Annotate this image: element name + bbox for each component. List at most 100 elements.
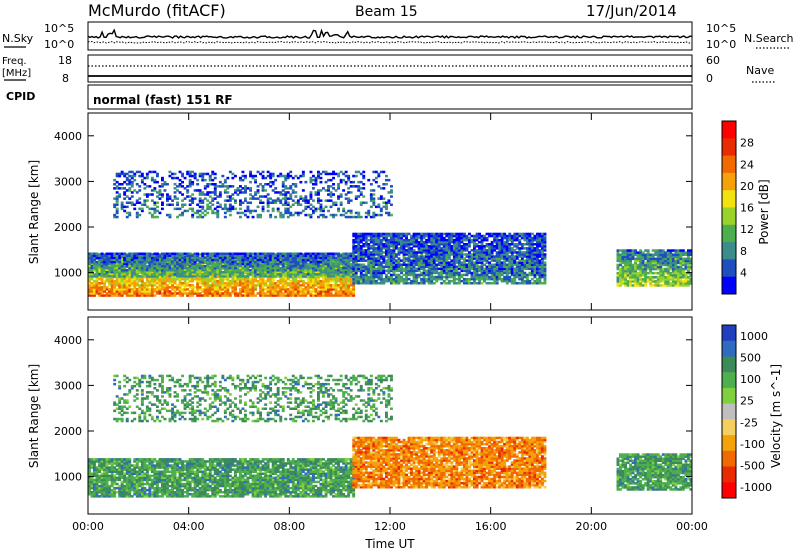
heatmap-cell [208,262,212,266]
heatmap-cell [528,238,532,242]
heatmap-cell [359,265,363,268]
heatmap-cell [181,288,184,291]
heatmap-cell [213,275,217,278]
heatmap-cell [276,266,280,270]
heatmap-cell [488,282,491,285]
heatmap-cell [150,284,154,287]
heatmap-cell [171,292,174,295]
heatmap-cell [168,277,172,281]
heatmap-cell [196,269,200,273]
heatmap-cell [465,249,469,252]
heatmap-cell [110,258,114,262]
heatmap-cell [93,294,96,297]
heatmap-cell [274,253,278,256]
heatmap-cell [261,264,265,268]
heatmap-cell [150,264,154,268]
heatmap-cell [483,257,486,260]
heatmap-cell [176,259,179,262]
heatmap-cell [236,271,240,274]
heatmap-cell [634,263,637,267]
heatmap-cell [271,279,275,283]
heatmap-cell [362,259,366,262]
heatmap-cell [468,261,471,264]
heatmap-cell [629,282,632,285]
heatmap-cell [541,259,544,262]
heatmap-cell [334,269,338,272]
heatmap-cell [171,269,174,272]
heatmap-cell [490,273,494,277]
heatmap-cell [166,252,169,255]
heatmap-cell [223,290,227,293]
heatmap-cell [93,264,96,268]
heatmap-cell [161,271,164,274]
heatmap-cell [354,273,358,277]
heatmap-cell [299,286,303,289]
heatmap-cell [206,277,210,281]
heatmap-cell [644,278,648,281]
heatmap-cell [525,277,529,281]
heatmap-cell [317,269,320,272]
heatmap-cell [420,257,424,260]
heatmap-cell [228,271,232,274]
heatmap-cell [505,263,509,266]
heatmap-cell [367,253,371,256]
heatmap-cell [188,277,192,281]
heatmap-cell [306,290,310,293]
beam-title: Beam 15 [355,4,418,20]
heatmap-cell [239,258,242,262]
heatmap-cell [198,275,202,278]
heatmap-cell [196,279,200,283]
heatmap-cell [430,269,434,273]
heatmap-cell [221,260,225,264]
heatmap-cell [158,257,162,260]
heatmap-cell [108,292,111,295]
heatmap-cell [536,271,539,275]
heatmap-cell [455,247,459,250]
heatmap-cell [473,245,476,248]
heatmap-cell [634,276,637,279]
heatmap-cell [417,243,421,246]
heatmap-cell [362,265,366,268]
heatmap-cell [528,271,532,275]
heatmap-cell [150,288,154,291]
heatmap-cell [299,260,303,264]
heatmap-cell [216,288,220,291]
heatmap-cell [463,263,466,266]
heatmap-cell [392,259,396,262]
heatmap-cell [140,254,144,258]
heatmap-cell [530,255,534,258]
heatmap-cell [208,254,212,258]
heatmap-cell [150,271,154,275]
heatmap-cell [203,292,207,295]
heatmap-cell [480,243,484,246]
heatmap-cell [279,256,283,260]
heatmap-cell [337,258,340,262]
heatmap-cell [249,252,252,255]
heatmap-cell [186,275,190,278]
heatmap-cell [475,251,479,254]
heatmap-cell [407,277,411,281]
heatmap-cell [498,238,502,242]
heatmap-cell [196,275,200,279]
heatmap-cell [629,265,632,269]
heatmap-cell [254,262,257,266]
heatmap-cell [145,269,149,272]
heatmap-cell [156,256,159,260]
heatmap-cell [488,269,491,273]
heatmap-cell [88,288,91,291]
heatmap-cell [337,260,340,264]
heatmap-cell [624,276,627,279]
heatmap-cell [231,254,235,258]
heatmap-cell [193,286,197,289]
heatmap-cell [387,245,391,248]
heatmap-cell [425,259,429,262]
heatmap-cell [359,279,363,283]
heatmap-cell [513,238,517,242]
heatmap-cell [231,264,235,268]
heatmap-cell [329,264,333,268]
heatmap-cell [183,260,187,264]
heatmap-cell [261,286,265,289]
heatmap-cell [161,266,164,270]
heatmap-cell [432,265,436,268]
heatmap-cell [218,258,222,262]
